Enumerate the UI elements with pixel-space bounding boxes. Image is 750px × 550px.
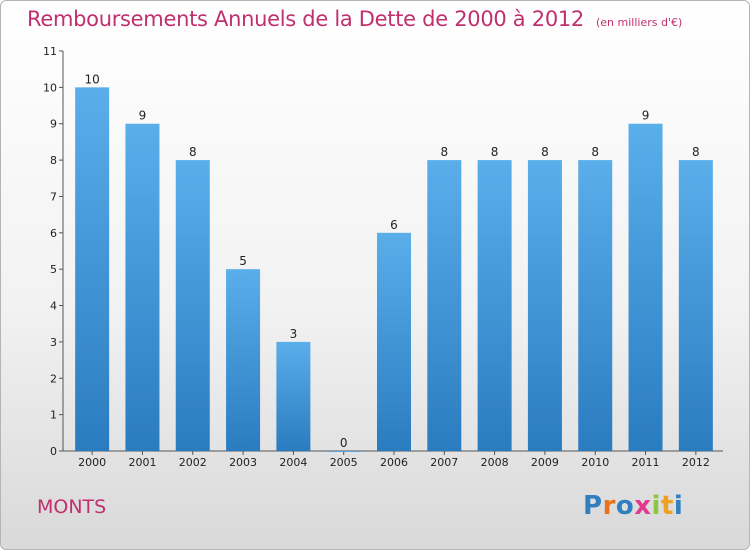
x-tick-label: 2005	[330, 456, 358, 469]
bar-2009	[527, 160, 562, 451]
bar-2010	[578, 160, 613, 451]
bar-2011	[628, 123, 663, 452]
x-tick-label: 2012	[682, 456, 710, 469]
logo-letter: t	[660, 491, 674, 521]
logo-letter: x	[634, 491, 652, 521]
x-tick-label: 2009	[531, 456, 559, 469]
bar-2000	[75, 87, 110, 451]
bar-2005	[326, 451, 361, 452]
y-tick-label: 1	[50, 409, 57, 422]
data-label: 0	[340, 436, 348, 450]
data-label: 8	[591, 145, 599, 159]
bar-2004	[276, 341, 311, 451]
chart-subtitle: (en milliers d'€)	[596, 16, 683, 29]
y-tick-label: 2	[50, 372, 57, 385]
y-tick-label: 5	[50, 263, 57, 276]
y-tick-label: 11	[43, 45, 57, 58]
logo-letter: i	[651, 491, 661, 521]
y-tick-label: 9	[50, 118, 57, 131]
data-label: 9	[642, 109, 650, 123]
data-label: 8	[491, 145, 499, 159]
logo-letter: r	[602, 491, 616, 521]
data-label: 5	[239, 254, 247, 268]
y-tick-label: 7	[50, 190, 57, 203]
logo-letter: P	[583, 491, 603, 521]
x-tick-label: 2001	[128, 456, 156, 469]
x-tick-label: 2002	[179, 456, 207, 469]
bar-2002	[175, 160, 210, 451]
bar-2003	[226, 269, 261, 451]
data-label: 8	[541, 145, 549, 159]
y-tick-label: 10	[43, 81, 57, 94]
y-tick-label: 3	[50, 336, 57, 349]
logo-letter: o	[615, 491, 635, 521]
y-tick-label: 0	[50, 445, 57, 458]
y-tick-label: 8	[50, 154, 57, 167]
data-label: 8	[440, 145, 448, 159]
bar-2001	[125, 123, 160, 452]
data-label: 9	[139, 109, 147, 123]
x-tick-label: 2011	[632, 456, 660, 469]
proxiti-logo: Proxiti	[583, 491, 683, 521]
x-tick-label: 2000	[78, 456, 106, 469]
x-tick-label: 2006	[380, 456, 408, 469]
x-tick-label: 2010	[581, 456, 609, 469]
x-tick-label: 2004	[279, 456, 307, 469]
x-tick-label: 2008	[481, 456, 509, 469]
x-tick-label: 2007	[430, 456, 458, 469]
bar-2012	[678, 160, 713, 451]
chart-title: Remboursements Annuels de la Dette de 20…	[27, 7, 682, 31]
chart-title-text: Remboursements Annuels de la Dette de 20…	[27, 7, 584, 31]
bar-2007	[427, 160, 462, 451]
data-label: 3	[290, 327, 298, 341]
y-tick-label: 4	[50, 300, 57, 313]
chart-labels: 0 1 2 3 4 5 6 7 8 9 10 11 2000 10 2001 9 2002 8 2003 5 2004 3…	[43, 45, 710, 469]
data-label: 8	[692, 145, 700, 159]
data-label: 6	[390, 218, 398, 232]
logo-letter: i	[673, 491, 684, 521]
y-tick-label: 6	[50, 227, 57, 240]
data-label: 10	[85, 72, 100, 86]
bar-2008	[477, 160, 512, 451]
bar-2006	[377, 232, 411, 451]
x-tick-label: 2003	[229, 456, 257, 469]
chart-bars	[75, 87, 713, 452]
commune-name: MONTS	[37, 496, 107, 518]
data-label: 8	[189, 145, 197, 159]
